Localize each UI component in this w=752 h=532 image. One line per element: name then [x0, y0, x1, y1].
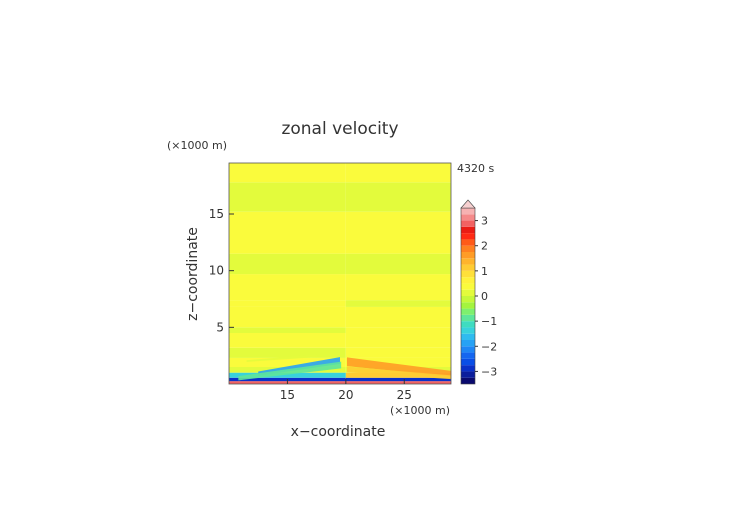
colorbar-swatch-15 — [461, 283, 475, 290]
colorbar-swatch-22 — [461, 239, 475, 246]
colorbar-tick-label-0: 3 — [481, 215, 488, 228]
colorbar-tick-label-3: 0 — [481, 290, 488, 303]
field-cell-right-14 — [345, 163, 451, 183]
x-tick-label-15: 15 — [280, 388, 295, 402]
colorbar-swatch-16 — [461, 277, 475, 284]
colorbar-swatch-17 — [461, 270, 475, 278]
field-cell-right-6 — [345, 333, 451, 348]
colorbar-tick-label-5: −2 — [481, 340, 497, 353]
y-tick-label-10: 10 — [209, 264, 224, 278]
field-cell-right-0 — [345, 381, 451, 384]
field-cell-left-12 — [229, 211, 346, 254]
field-cell-right-8 — [345, 306, 451, 328]
field-cell-left-14 — [229, 163, 346, 183]
colorbar-swatch-7 — [461, 333, 475, 340]
field-cell-right-12 — [345, 211, 451, 254]
field-cell-right-4 — [345, 357, 451, 367]
colorbar-swatch-27 — [461, 208, 475, 215]
colorbar-swatch-10 — [461, 314, 475, 322]
colorbar-swatch-18 — [461, 264, 475, 271]
field-cell-left-7 — [229, 327, 346, 333]
field-cell-right-9 — [345, 300, 451, 307]
x-tick-label-20: 20 — [338, 388, 353, 402]
colorbar-swatch-12 — [461, 302, 475, 309]
colorbar-tick-label-1: 2 — [481, 240, 488, 253]
y-tick-label-5: 5 — [216, 320, 224, 334]
x-tick-label-25: 25 — [397, 388, 412, 402]
colorbar-swatch-19 — [461, 258, 475, 265]
colorbar-extend-arrow — [460, 199, 476, 209]
colorbar-swatch-13 — [461, 296, 475, 303]
colorbar-tick-label-2: 1 — [481, 265, 488, 278]
y-axis-label: z−coordinate — [185, 227, 201, 321]
colorbar-tick-label-4: −1 — [481, 315, 497, 328]
jet-feature-2 — [347, 357, 451, 377]
plot-area: 15 20 25 5 10 15 — [209, 162, 452, 402]
colorbar-swatch-23 — [461, 233, 475, 240]
y-tick-label-15: 15 — [209, 207, 224, 221]
field-cell-left-2 — [229, 372, 346, 378]
colorbar-swatch-1 — [461, 371, 475, 378]
field-cell-right-10 — [345, 274, 451, 301]
field-cell-right-7 — [345, 327, 451, 333]
x-axis-label: x−coordinate — [291, 424, 386, 440]
colorbar: 3 2 1 0 −1 −2 −3 — [460, 199, 497, 385]
field-cell-left-6 — [229, 333, 346, 348]
jet-feature-4 — [246, 354, 317, 362]
field-cell-left-8 — [229, 306, 346, 328]
colorbar-swatch-4 — [461, 352, 475, 359]
field-cell-right-11 — [345, 253, 451, 275]
colorbar-swatch-2 — [461, 365, 475, 372]
y-unit-label: (×1000 m) — [167, 139, 227, 152]
jet-feature-3 — [347, 366, 451, 380]
colorbar-tick-label-6: −3 — [481, 365, 497, 378]
field-cell-left-11 — [229, 253, 346, 275]
x-unit-label: (×1000 m) — [390, 404, 450, 417]
plot-frame — [228, 162, 452, 385]
colorbar-swatch-26 — [461, 214, 475, 221]
field-cell-left-13 — [229, 182, 346, 212]
colorbar-swatch-0 — [461, 377, 475, 384]
colorbar-swatch-3 — [461, 358, 475, 366]
field-cell-left-5 — [229, 347, 346, 358]
field-cell-left-4 — [229, 357, 346, 367]
colorbar-swatch-9 — [461, 321, 475, 328]
field-cell-right-1 — [345, 377, 451, 382]
time-label: 4320 s — [457, 162, 494, 175]
colorbar-swatch-21 — [461, 245, 475, 252]
field-cell-right-13 — [345, 182, 451, 212]
chart-title: zonal velocity — [281, 119, 398, 139]
colorbar-swatch-5 — [461, 346, 475, 353]
colorbar-swatch-25 — [461, 220, 475, 227]
colorbar-swatch-20 — [461, 252, 475, 259]
colorbar-swatch-6 — [461, 340, 475, 347]
colorbar-swatch-14 — [461, 289, 475, 296]
colorbar-swatch-8 — [461, 327, 475, 334]
field-cell-left-9 — [229, 300, 346, 307]
field-cell-right-5 — [345, 347, 451, 358]
field-cell-left-10 — [229, 274, 346, 301]
colorbar-swatch-24 — [461, 226, 475, 234]
jet-feature-1 — [238, 361, 342, 381]
colorbar-swatch-11 — [461, 308, 475, 315]
